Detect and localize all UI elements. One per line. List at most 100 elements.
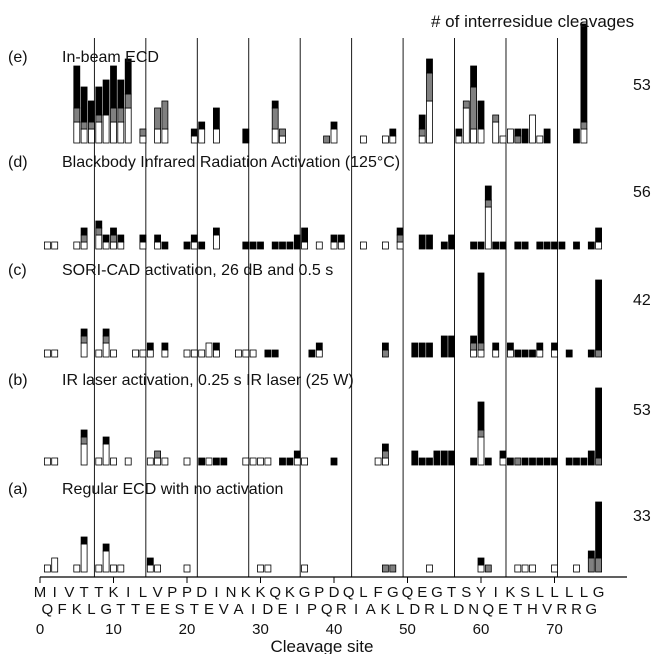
- bar-segment-white: [499, 457, 507, 466]
- sequence-residue: P: [307, 601, 317, 618]
- bar-segment-white: [139, 349, 147, 358]
- bar-segment-black: [161, 241, 169, 250]
- sequence-residue: G: [431, 584, 443, 601]
- panel-count: 33: [633, 508, 651, 525]
- bar-segment-black: [95, 220, 103, 229]
- bar-segment-black: [212, 457, 220, 466]
- bar-segment-black: [595, 387, 602, 459]
- sequence-residue: K: [285, 584, 295, 601]
- bar-segment-gray: [514, 135, 522, 144]
- bar-segment-black: [455, 128, 463, 137]
- bar-segment-black: [102, 79, 110, 116]
- bar-segment-black: [506, 342, 514, 351]
- bar-segment-gray: [462, 100, 470, 109]
- sequence-residue: I: [295, 601, 299, 618]
- bar-segment-white: [389, 135, 397, 144]
- bar-segment-gray: [418, 128, 426, 137]
- bar-segment-white: [95, 234, 103, 250]
- bar-segment-black: [492, 241, 500, 250]
- bar-segment-white: [154, 457, 162, 466]
- bar-segment-white: [271, 128, 279, 144]
- bar-segment-white: [551, 349, 558, 358]
- bar-segment-white: [381, 135, 389, 144]
- sequence-residue: R: [571, 601, 582, 618]
- bar-segment-white: [44, 349, 51, 358]
- bar-segment-white: [301, 241, 309, 250]
- sequence-residue: F: [374, 584, 383, 601]
- bar-segment-white: [573, 564, 580, 573]
- bar-segment-white: [190, 349, 198, 358]
- bar-segment-black: [80, 429, 88, 438]
- bar-segment-gray: [587, 557, 595, 573]
- bar-segment-gray: [595, 457, 602, 466]
- bar-segment-white: [212, 349, 220, 358]
- bar-segment-gray: [124, 93, 132, 109]
- x-tick-label: 70: [546, 621, 563, 638]
- bar-segment-white: [426, 564, 433, 573]
- bar-segment-black: [117, 234, 125, 243]
- bar-segment-white: [80, 241, 88, 250]
- bar-segment-black: [308, 349, 316, 358]
- bar-segment-black: [440, 335, 448, 358]
- panel-count: 56: [633, 184, 651, 201]
- bar-segment-black: [411, 342, 419, 358]
- bar-segment-black: [198, 241, 206, 250]
- bar-segment-black: [543, 128, 551, 144]
- bar-segment-white: [234, 349, 242, 358]
- bar-segment-white: [264, 457, 272, 466]
- bar-segment-black: [102, 436, 110, 445]
- bar-segment-black: [418, 342, 426, 358]
- bar-segment-black: [426, 58, 433, 74]
- bar-segment-white: [315, 241, 323, 250]
- panel-id: (e): [8, 49, 28, 66]
- bar-segment-white: [161, 349, 169, 358]
- bar-segment-black: [110, 227, 117, 236]
- sequence-residue: Q: [343, 584, 355, 601]
- bar-segment-black: [293, 234, 301, 250]
- bar-segment-gray: [470, 86, 478, 130]
- bar-segment-white: [257, 457, 264, 466]
- sequence-residue: L: [536, 584, 544, 601]
- bar-segment-black: [418, 457, 426, 466]
- bar-segment-black: [521, 241, 529, 250]
- sequence-residue: T: [447, 584, 456, 601]
- bar-segment-white: [455, 135, 463, 144]
- bar-segment-black: [220, 457, 228, 466]
- bar-segment-white: [212, 234, 220, 250]
- bar-segment-white: [110, 564, 117, 573]
- bar-segment-black: [212, 107, 220, 130]
- sequence-residue: R: [424, 601, 435, 618]
- bar-segment-white: [139, 135, 147, 144]
- bar-segment-black: [529, 457, 536, 466]
- bar-segment-black: [102, 328, 110, 337]
- bar-segment-white: [190, 241, 198, 250]
- sequence-residue: Y: [476, 584, 486, 601]
- bar-segment-black: [484, 185, 492, 201]
- sequence-residue: D: [329, 584, 340, 601]
- panel-dividers: [93, 38, 558, 577]
- bar-segment-gray: [139, 128, 147, 137]
- bar-segment-white: [301, 564, 309, 573]
- sequence-residue: K: [108, 584, 118, 601]
- bar-segment-gray: [154, 450, 162, 459]
- bar-segment-black: [565, 349, 573, 358]
- bar-segment-gray: [470, 342, 478, 351]
- bar-segment-white: [551, 564, 558, 573]
- bar-segment-white: [110, 241, 117, 250]
- bar-segment-black: [286, 241, 294, 250]
- sequence-residue: E: [145, 601, 155, 618]
- sequence-residue: D: [196, 584, 207, 601]
- bar-segment-black: [521, 349, 529, 358]
- bar-segment-white: [595, 241, 602, 250]
- x-tick-label: 50: [399, 621, 416, 638]
- panel-labels: (e) In-beam ECD 53 (d) Blackbody Infrared Ra…: [8, 49, 651, 525]
- bar-segment-white: [359, 135, 367, 144]
- bar-segment-white: [198, 349, 206, 358]
- bar-segment-black: [286, 457, 294, 466]
- sequence-residue: I: [53, 584, 57, 601]
- bar-segment-white: [381, 457, 389, 466]
- bar-segment-gray: [484, 199, 492, 208]
- bars: [44, 23, 602, 573]
- sequence-residue: H: [527, 601, 538, 618]
- sequence-residue: A: [366, 601, 376, 618]
